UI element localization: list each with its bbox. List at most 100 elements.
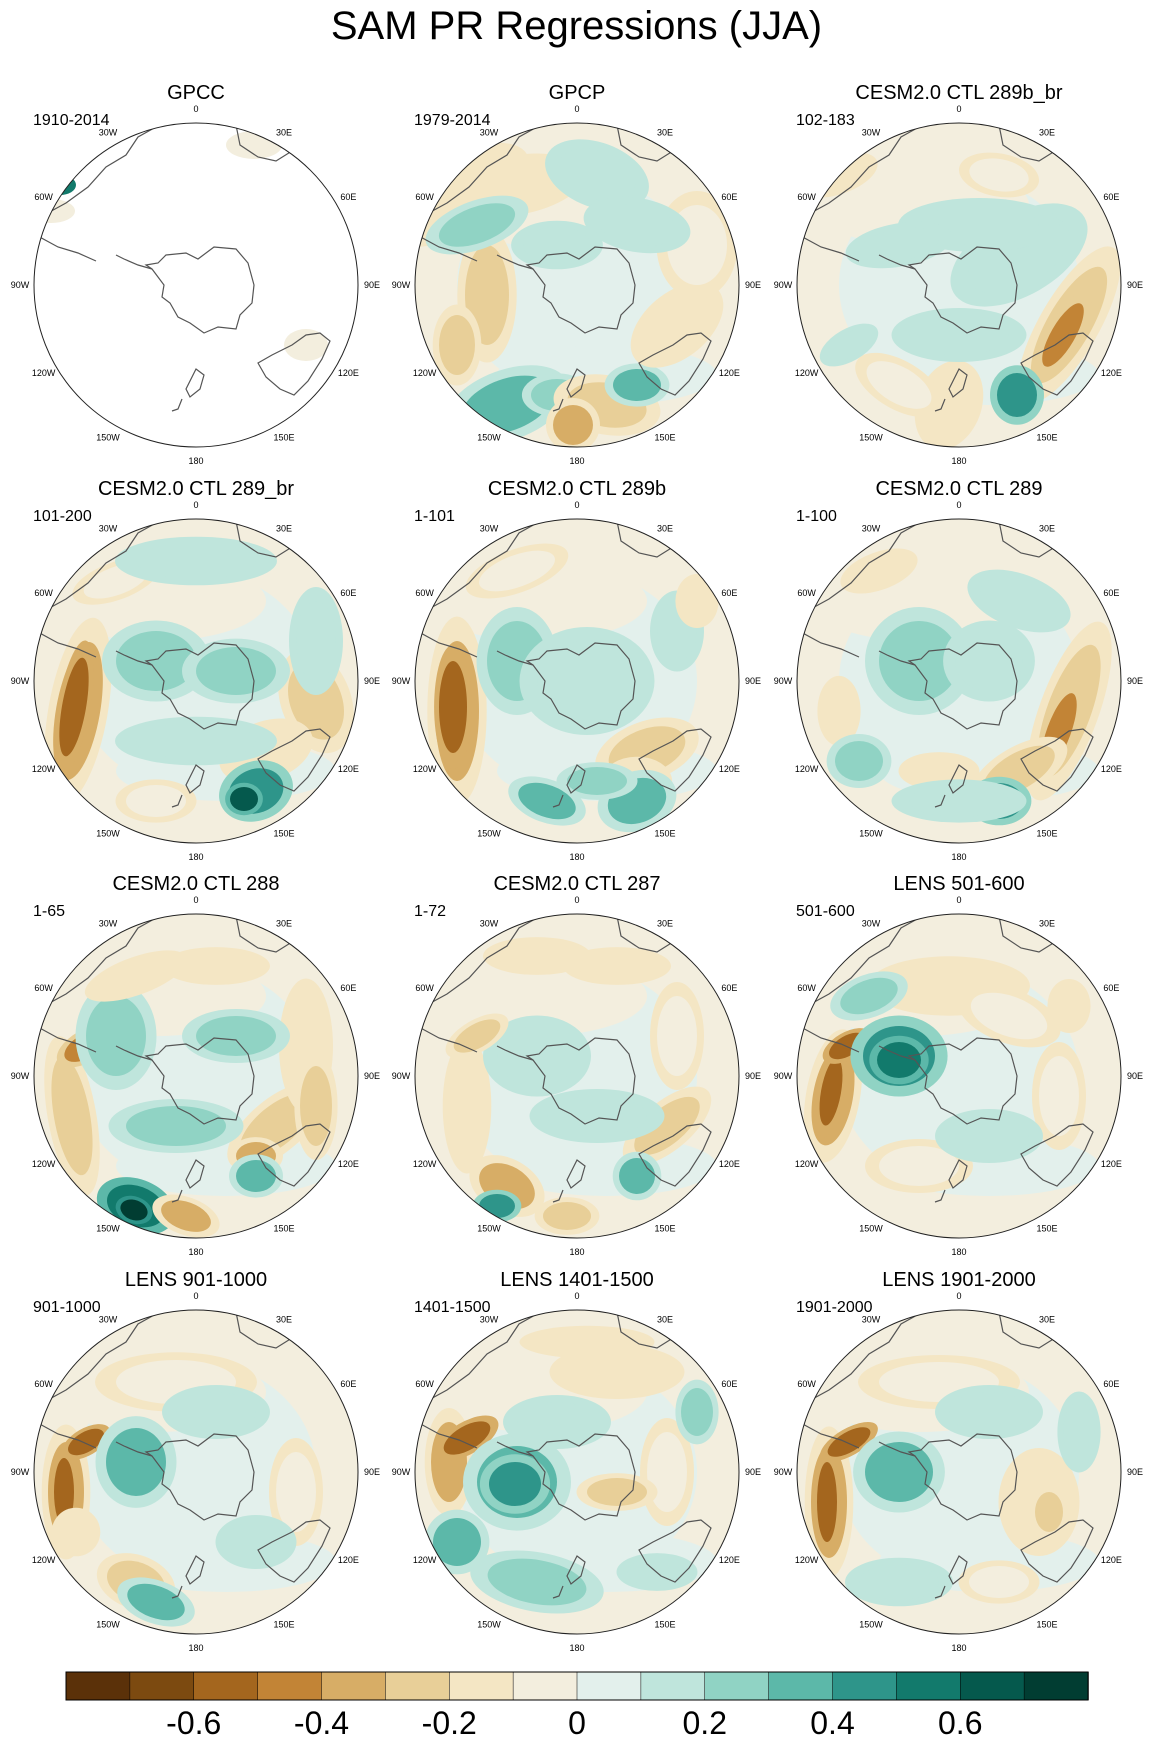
longitude-label: 60W xyxy=(797,983,816,993)
longitude-label: 120E xyxy=(338,1159,359,1169)
colorbar-swatch xyxy=(65,1671,131,1701)
coastline xyxy=(934,368,968,412)
longitude-label: 30E xyxy=(657,1315,673,1325)
coastline xyxy=(525,642,636,730)
longitude-label: 120E xyxy=(338,368,359,378)
contour-blob xyxy=(558,148,636,202)
panel-period: 1401-1500 xyxy=(414,1299,491,1316)
panel-period: 102-183 xyxy=(796,112,855,129)
coastline xyxy=(496,254,534,270)
contour-blob xyxy=(827,1427,871,1457)
contour-blob xyxy=(51,1056,93,1176)
contour-blob xyxy=(487,1558,587,1606)
contour-blob xyxy=(553,405,593,445)
coastline xyxy=(496,1045,534,1061)
contour-blob xyxy=(479,550,555,592)
contour-blob xyxy=(116,631,196,691)
coastline xyxy=(798,1313,920,1449)
map-boundary xyxy=(796,518,1122,844)
contour-blob xyxy=(136,543,256,579)
contour-blob xyxy=(59,657,89,757)
longitude-label: 150W xyxy=(96,432,120,442)
longitude-label: 0 xyxy=(574,895,579,905)
colorbar-frame xyxy=(65,1671,1089,1701)
longitude-label: 150W xyxy=(859,1619,883,1629)
contour-blob xyxy=(98,957,174,995)
map-panel: 0 30E 60E 90E 120E 150E 180 150W 120W 90W 60W 30W GP… xyxy=(11,82,380,466)
longitude-label: 90W xyxy=(774,1467,793,1477)
contour-blob xyxy=(523,227,591,263)
contour-blob xyxy=(443,1421,491,1455)
contour-blob xyxy=(543,1202,591,1230)
coastline xyxy=(416,1313,538,1449)
coastline xyxy=(416,126,538,262)
contour-blob xyxy=(587,1478,647,1506)
coastline xyxy=(115,650,153,666)
coastline xyxy=(144,1037,255,1125)
longitude-label: 120W xyxy=(795,1159,819,1169)
longitude-label: 120W xyxy=(795,1555,819,1565)
longitude-label: 60W xyxy=(797,1379,816,1389)
contour-blob xyxy=(196,1016,276,1056)
contour-blob xyxy=(1035,1492,1063,1532)
coastline xyxy=(798,522,920,658)
longitude-label: 90W xyxy=(11,676,30,686)
longitude-label: 150W xyxy=(477,828,501,838)
contour-blob xyxy=(817,1462,837,1542)
contour-blob xyxy=(819,1058,843,1126)
colorbar-swatch xyxy=(768,1671,834,1701)
contour-blob xyxy=(613,369,661,401)
coastline xyxy=(638,1123,712,1187)
panel-period: 1910-2014 xyxy=(33,112,110,129)
longitude-label: 0 xyxy=(956,895,961,905)
coastline xyxy=(115,1045,153,1061)
coastline xyxy=(1020,728,1094,792)
longitude-label: 30W xyxy=(480,1315,499,1325)
panel-title: GPCC xyxy=(167,82,225,104)
panel-period: 1-72 xyxy=(414,903,446,920)
contour-blob xyxy=(969,1566,1029,1598)
coastline xyxy=(798,917,920,1053)
contour-field xyxy=(804,1352,1101,1607)
longitude-label: 150W xyxy=(859,828,883,838)
longitude-label: 30E xyxy=(276,1315,292,1325)
contour-blob xyxy=(997,373,1037,417)
contour-field xyxy=(415,139,738,447)
contour-blob xyxy=(537,1330,637,1354)
longitude-label: 150W xyxy=(96,828,120,838)
longitude-label: 180 xyxy=(569,852,584,862)
panel-title: CESM2.0 CTL 289_br xyxy=(98,478,294,500)
map-boundary xyxy=(414,122,740,448)
panel-title: LENS 1901-2000 xyxy=(882,1269,1035,1291)
longitude-label: 150W xyxy=(477,432,501,442)
longitude-label: 60W xyxy=(797,588,816,598)
longitude-label: 150E xyxy=(654,1223,675,1233)
contour-blob xyxy=(850,554,908,588)
colorbar-swatch xyxy=(896,1671,961,1701)
longitude-label: 30E xyxy=(657,919,673,929)
longitude-label: 30W xyxy=(862,128,881,138)
coastline xyxy=(171,1159,205,1203)
longitude-label: 150W xyxy=(96,1619,120,1629)
contour-blob xyxy=(835,741,883,781)
contour-blob xyxy=(1053,986,1085,1026)
contour-blob xyxy=(547,1096,647,1136)
contour-blob xyxy=(642,293,712,357)
contour-blob xyxy=(1042,303,1084,367)
contour-blob xyxy=(284,329,328,361)
longitude-label: 150W xyxy=(477,1619,501,1629)
longitude-label: 90W xyxy=(11,1467,30,1477)
contour-blob xyxy=(909,315,1009,355)
longitude-label: 90E xyxy=(745,676,761,686)
contour-blob xyxy=(439,661,467,753)
coastlines xyxy=(35,915,331,1203)
contour-blob xyxy=(619,1158,655,1194)
longitude-label: 150W xyxy=(859,432,883,442)
longitude-label: 180 xyxy=(951,456,966,466)
contour-blob xyxy=(909,785,1009,817)
contour-blob xyxy=(34,199,75,223)
longitude-label: 60E xyxy=(721,192,737,202)
coastline xyxy=(878,254,916,270)
longitude-label: 150E xyxy=(1036,432,1057,442)
longitude-label: 90E xyxy=(364,1467,380,1477)
